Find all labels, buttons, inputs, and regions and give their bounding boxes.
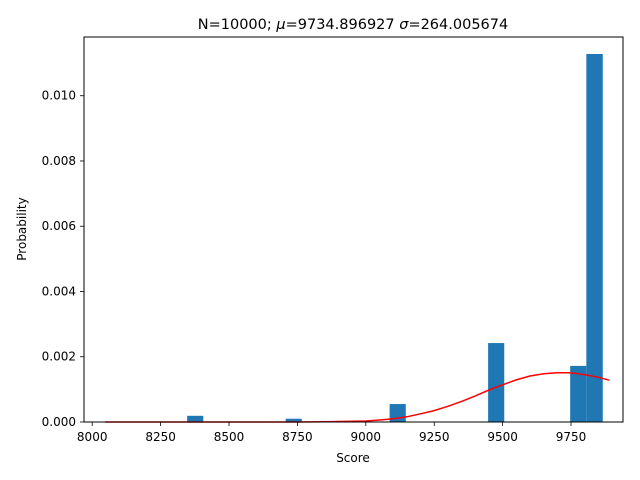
histogram-bar-2	[285, 418, 302, 422]
chart-title: N=10000; μ=9734.896927 σ=264.005674	[198, 17, 508, 33]
x-tick-label: 8750	[282, 430, 313, 444]
x-axis-label: Score	[336, 451, 370, 465]
x-tick-label: 8250	[145, 430, 176, 444]
histogram-bar-1	[187, 415, 204, 422]
normal-fit-curve	[105, 371, 610, 423]
plot-frame	[83, 36, 624, 423]
x-tick-label: 9500	[487, 430, 518, 444]
y-axis-label: Probability	[15, 197, 29, 260]
y-tick-label: 0.000	[42, 415, 76, 429]
y-tick-label: 0.006	[42, 219, 76, 233]
title-mu-value: =9734.896927	[286, 17, 400, 33]
x-tick-label: 8500	[214, 430, 245, 444]
x-tick-label: 9250	[419, 430, 450, 444]
histogram-bar-4	[488, 343, 505, 422]
x-tick-label: 8000	[77, 430, 108, 444]
y-tick-label: 0.010	[42, 89, 76, 103]
title-prefix: N=10000;	[198, 17, 277, 33]
title-sigma-value: =264.005674	[408, 17, 508, 33]
x-tick-label: 9000	[351, 430, 382, 444]
x-axis-ticks: 8000 8250 8500 8750 9000 9250 9500 9750	[77, 422, 586, 444]
y-tick-label: 0.002	[42, 350, 76, 364]
histogram-bars	[187, 53, 603, 423]
x-tick-label: 9750	[556, 430, 587, 444]
y-tick-label: 0.008	[42, 154, 76, 168]
y-tick-label: 0.004	[42, 284, 76, 298]
title-mu-symbol: μ	[275, 17, 285, 33]
title-sigma-symbol: σ	[399, 17, 409, 33]
histogram-bar-6	[586, 53, 603, 423]
y-axis-ticks: 0.000 0.002 0.004 0.006 0.008 0.010	[42, 89, 84, 429]
histogram-bar-5	[570, 365, 587, 422]
